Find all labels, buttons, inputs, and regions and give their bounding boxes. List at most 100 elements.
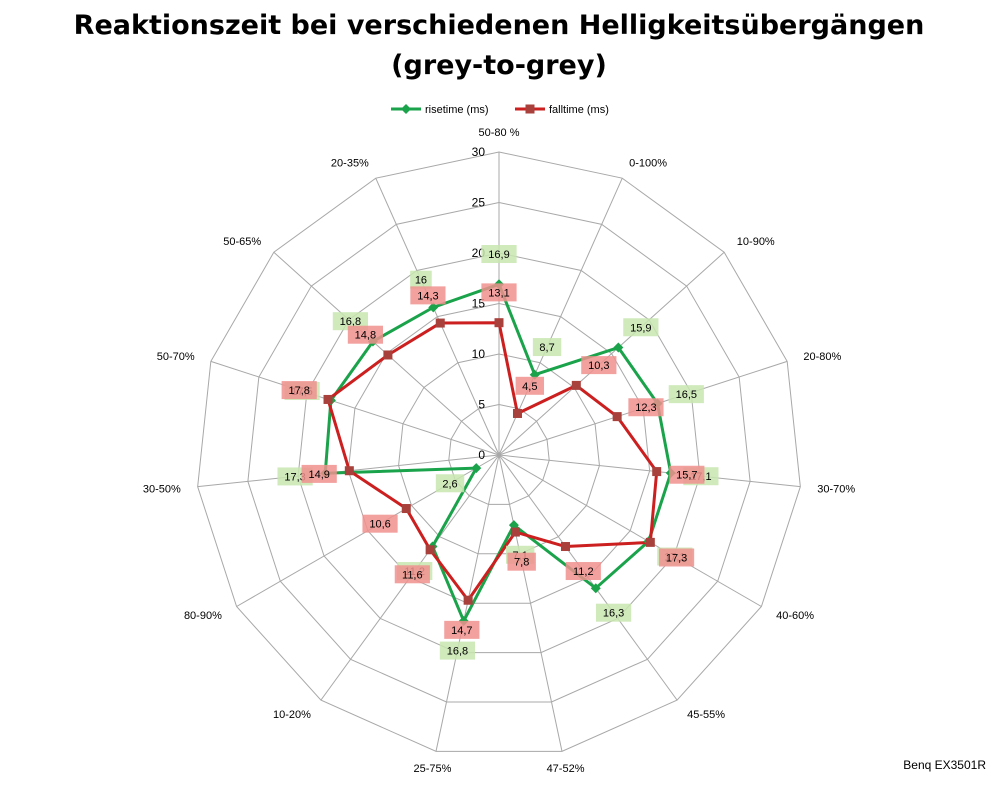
svg-text:8,7: 8,7: [539, 342, 554, 354]
svg-text:17,3: 17,3: [284, 471, 305, 483]
chart-title-line1: Reaktionszeit bei verschiedenen Helligke…: [73, 10, 925, 41]
category-label: 0-100%: [629, 158, 667, 170]
risetime-point: [613, 342, 624, 353]
grid-spoke: [498, 454, 762, 607]
svg-text:10,3: 10,3: [588, 360, 609, 372]
grid-ring-5: [448, 403, 550, 505]
svg-text:risetime (ms): risetime (ms): [425, 104, 489, 116]
falltime-point: [344, 466, 354, 476]
credit-label: Benq EX3501R: [903, 758, 986, 772]
falltime-data-label: 7,8: [507, 552, 536, 571]
legend: risetime (ms) falltime (ms): [391, 104, 609, 116]
falltime-point: [560, 542, 570, 552]
chart-title-line2: (grey-to-grey): [391, 50, 607, 81]
svg-text:14,9: 14,9: [308, 469, 329, 481]
falltime-data-label: 15,7: [669, 465, 705, 484]
grid-ring-25: [247, 201, 751, 703]
category-label: 40-60%: [776, 610, 814, 622]
series-line-risetime: [323, 282, 673, 623]
falltime-data-label: 13,1: [481, 283, 517, 302]
falltime-point: [494, 318, 504, 328]
risetime-data-label: 2,6: [435, 474, 465, 493]
svg-text:7,8: 7,8: [514, 557, 529, 569]
svg-text:14,3: 14,3: [417, 290, 438, 302]
falltime-data-label: 12,3: [628, 398, 664, 417]
svg-text:2,6: 2,6: [442, 478, 457, 490]
svg-text:16,9: 16,9: [488, 249, 509, 261]
grid-ring-20: [297, 252, 701, 654]
falltime-data-label: 14,7: [444, 620, 480, 639]
svg-text:15,7: 15,7: [676, 470, 697, 482]
falltime-data-label: 17,8: [281, 381, 317, 400]
category-label: 45-55%: [687, 709, 725, 721]
falltime-data-label: 11,2: [565, 562, 601, 581]
r-tick-label: 5: [478, 398, 485, 412]
falltime-point: [510, 527, 520, 537]
category-labels: 50-80 % 0-100% 10-90% 20-80% 30-70% 40-60% 45-…: [143, 127, 856, 775]
falltime-point: [401, 504, 411, 514]
falltime-data-label: 11,6: [394, 565, 430, 584]
falltime-data-label: 14,3: [410, 286, 446, 305]
category-label: 20-80%: [803, 351, 841, 363]
category-label: 20-35%: [331, 158, 369, 170]
falltime-point: [435, 318, 445, 328]
category-label: 25-75%: [414, 763, 452, 775]
svg-text:17,8: 17,8: [288, 385, 309, 397]
risetime-point: [590, 583, 601, 594]
series-line-falltime: [326, 321, 659, 602]
category-label: 10-90%: [737, 236, 775, 248]
falltime-data-label: 10,3: [581, 356, 617, 375]
radar-grid: [197, 151, 801, 752]
svg-text:16,5: 16,5: [676, 389, 697, 401]
svg-text:14,8: 14,8: [355, 330, 376, 342]
grid-spoke: [210, 360, 500, 456]
falltime-point: [323, 394, 333, 404]
grid-spoke: [498, 454, 801, 488]
svg-text:16,3: 16,3: [603, 608, 624, 620]
risetime-data-label: 16: [410, 270, 432, 289]
svg-text:falltime (ms): falltime (ms): [549, 104, 609, 116]
category-label: 50-80 %: [479, 127, 520, 139]
falltime-point: [383, 350, 393, 360]
falltime-data-label: 14,8: [347, 325, 383, 344]
category-label: 10-20%: [273, 709, 311, 721]
legend-item-risetime: risetime (ms): [391, 104, 489, 116]
svg-text:13,1: 13,1: [488, 287, 509, 299]
svg-text:16,8: 16,8: [447, 646, 468, 658]
grid-spoke: [498, 251, 725, 456]
risetime-data-label: 16,9: [481, 245, 517, 264]
risetime-data-label: 15,9: [623, 318, 659, 337]
risetime-data-label: 16,3: [595, 603, 632, 622]
grid-ring-15: [347, 302, 651, 604]
falltime-point: [652, 467, 662, 477]
risetime-data-label: 16,5: [668, 385, 704, 404]
category-label: 50-65%: [223, 236, 261, 248]
category-label: 47-52%: [547, 763, 585, 775]
falltime-point: [463, 595, 473, 605]
risetime-point: [471, 463, 482, 474]
category-label: 30-70%: [817, 483, 855, 495]
falltime-data-label: 10,6: [362, 514, 398, 533]
falltime-point: [425, 545, 435, 555]
falltime-point: [512, 408, 522, 418]
grid-spoke: [498, 454, 563, 752]
grid-spoke: [375, 177, 500, 456]
svg-text:15,9: 15,9: [630, 322, 651, 334]
svg-text:4,5: 4,5: [522, 381, 537, 393]
category-label: 30-50%: [143, 483, 181, 495]
legend-item-falltime: falltime (ms): [515, 104, 609, 116]
risetime-data-label: 16,8: [332, 312, 368, 331]
falltime-point: [645, 537, 655, 547]
svg-text:14,7: 14,7: [451, 625, 472, 637]
svg-text:16,8: 16,8: [340, 316, 361, 328]
data-labels: 16,98,715,916,517,117,116,37,116,811,22,…: [277, 245, 719, 660]
svg-text:12,3: 12,3: [635, 402, 656, 414]
falltime-data-label: 4,5: [515, 376, 545, 395]
risetime-point: [428, 302, 439, 313]
svg-text:10,6: 10,6: [369, 519, 390, 531]
r-tick-label: 30: [472, 145, 486, 159]
falltime-data-label: 17,3: [658, 548, 695, 567]
falltime-point: [571, 380, 581, 390]
category-label: 80-90%: [184, 610, 222, 622]
